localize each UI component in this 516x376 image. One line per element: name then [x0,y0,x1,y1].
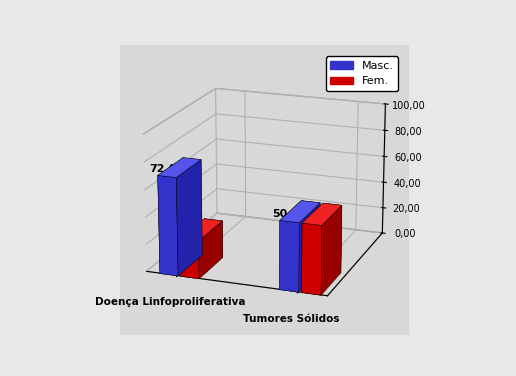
Legend: Masc., Fem.: Masc., Fem. [326,56,398,91]
